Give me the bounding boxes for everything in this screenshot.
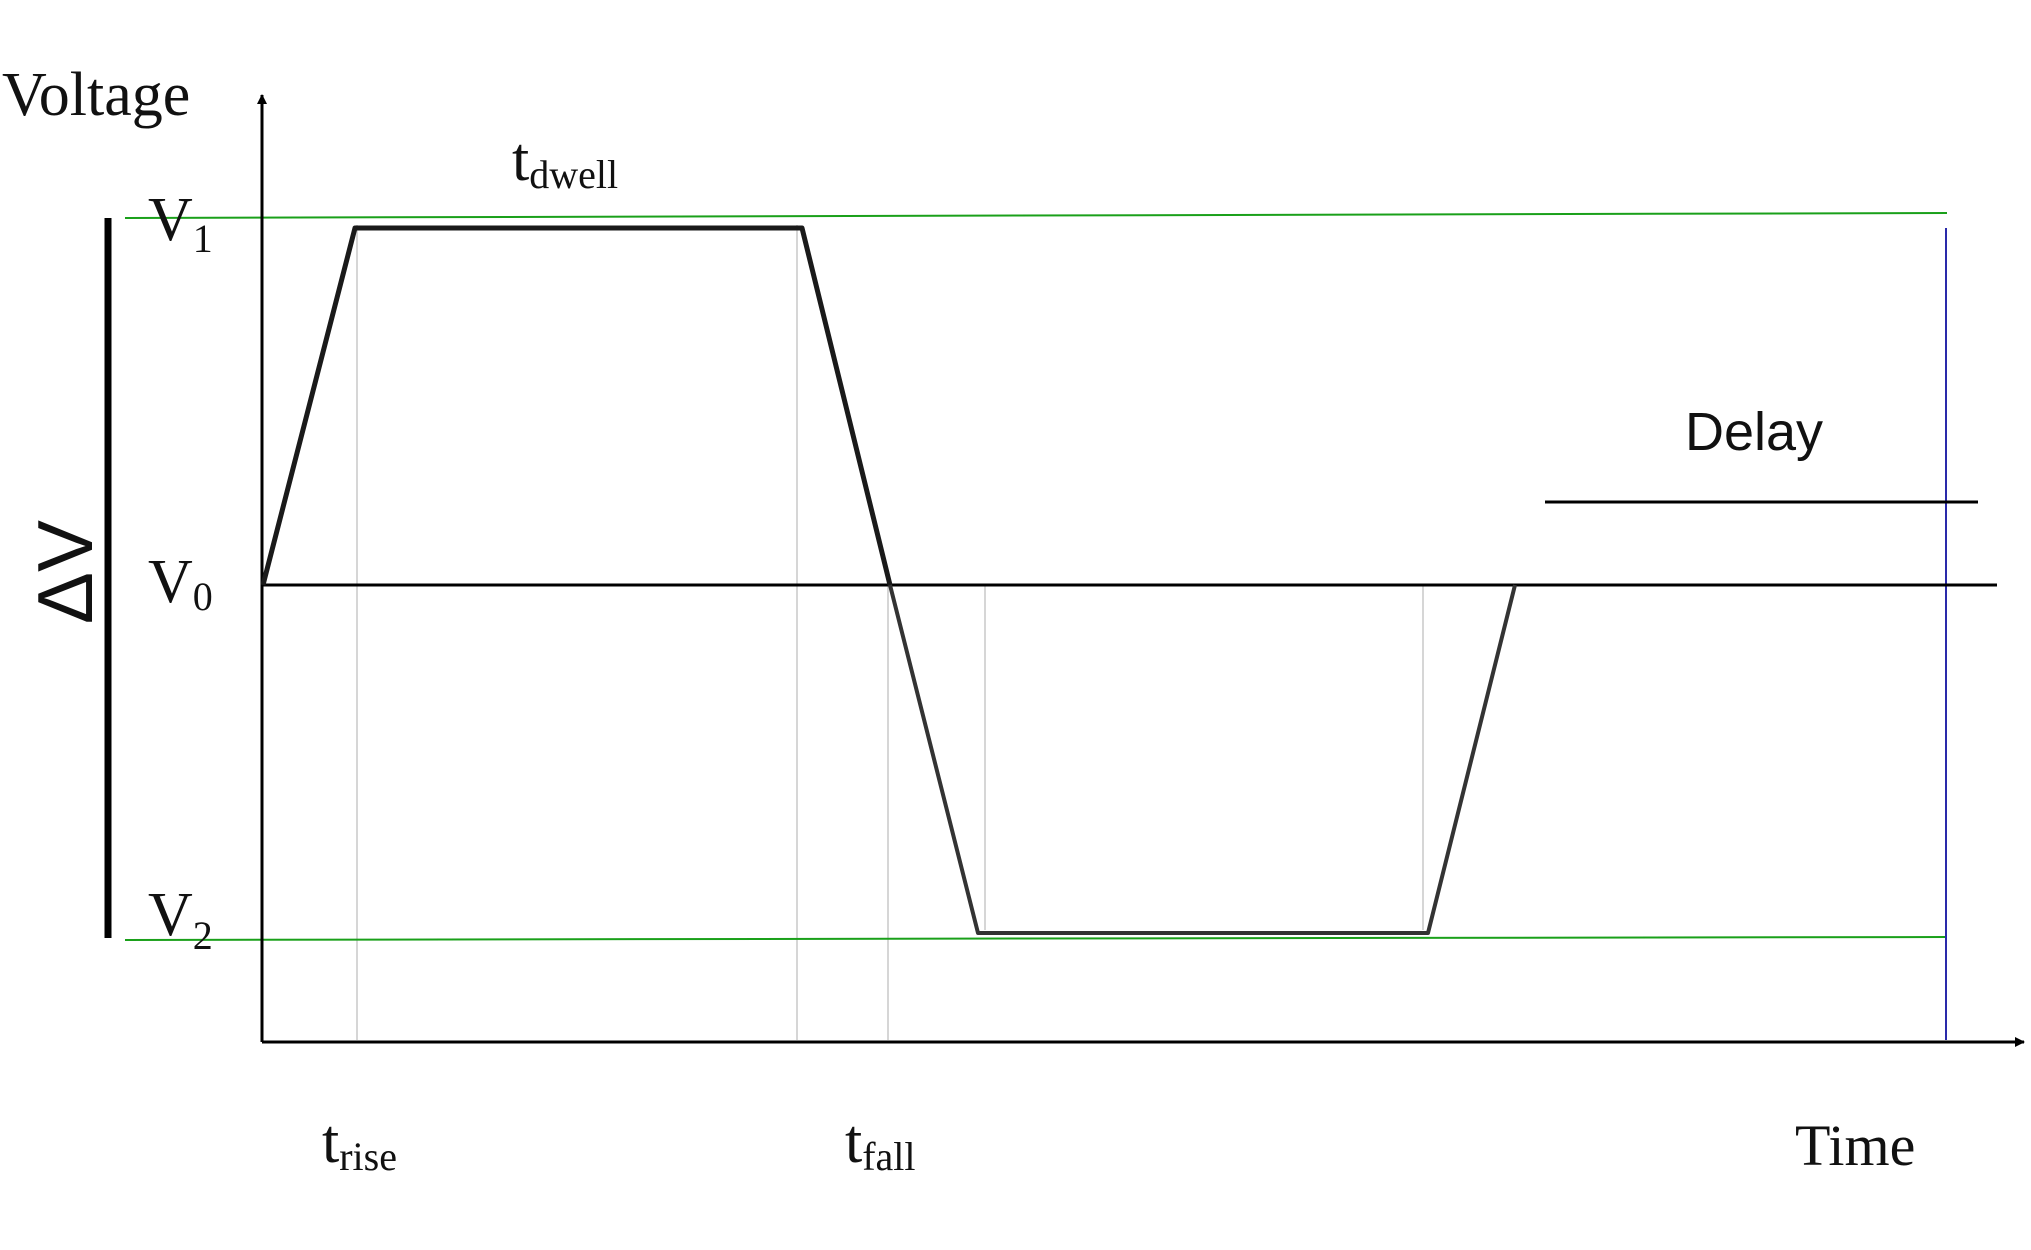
v1-level-line xyxy=(124,212,1948,219)
v0-label-sub: 0 xyxy=(193,574,213,619)
t-rise-label: trise xyxy=(322,1108,397,1179)
v1-label-sub: 1 xyxy=(193,216,213,261)
v1-label-base: V xyxy=(148,186,193,254)
x-axis-label: Time xyxy=(1795,1113,1915,1178)
v0-label-base: V xyxy=(148,548,193,616)
v2-label: V2 xyxy=(148,881,213,958)
guide-lines xyxy=(356,225,1424,1040)
t-fall-sub: fall xyxy=(862,1134,915,1179)
delay-label: Delay xyxy=(1685,402,1823,462)
t-fall-label: tfall xyxy=(845,1108,916,1179)
y-axis-label: Voltage xyxy=(2,61,190,129)
t-dwell-label: tdwell xyxy=(512,126,618,197)
t-dwell-sub: dwell xyxy=(529,152,618,197)
delta-v-label: ΔV xyxy=(21,520,109,624)
waveform-negative-pulse xyxy=(888,584,1517,935)
t-rise-base: t xyxy=(322,1108,339,1176)
v2-label-base: V xyxy=(148,881,193,949)
v1-label: V1 xyxy=(148,186,213,261)
v2-label-sub: 2 xyxy=(193,913,213,958)
t-fall-base: t xyxy=(845,1108,862,1176)
t-rise-sub: rise xyxy=(339,1134,397,1179)
v2-level-line xyxy=(124,936,1948,941)
waveform-positive-pulse xyxy=(260,225,893,586)
v0-label: V0 xyxy=(148,548,213,619)
t-dwell-base: t xyxy=(512,126,529,194)
